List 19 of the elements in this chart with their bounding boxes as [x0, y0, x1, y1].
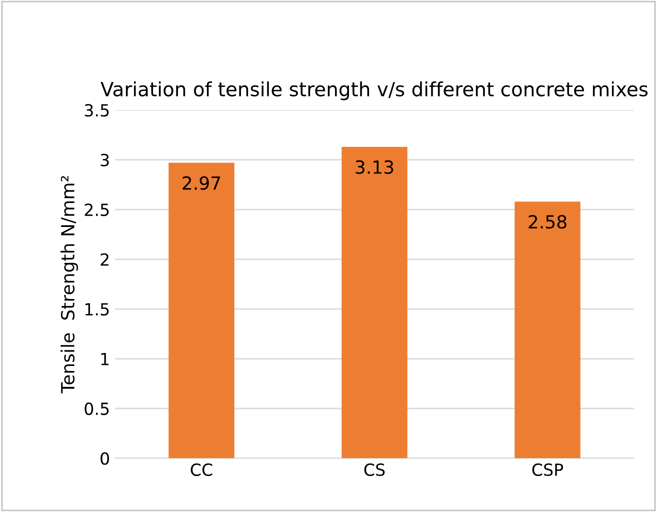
bar: [514, 202, 580, 458]
data-label: 2.97: [182, 176, 220, 190]
y-tick-label: 3: [100, 154, 109, 166]
y-tick-label: 0.5: [84, 402, 109, 416]
bar: [168, 162, 234, 458]
chart-title: Variation of tensile strength v/s different concrete mixes: [100, 81, 648, 100]
y-tick-label: 2: [100, 253, 108, 266]
x-tick-label: CSP: [532, 463, 564, 476]
x-tick-label: CC: [190, 463, 212, 476]
data-label: 2.58: [528, 214, 566, 229]
y-tick-label: 1: [101, 352, 109, 366]
y-tick-label: 1.5: [85, 303, 109, 316]
y-tick-label: 2.5: [84, 204, 109, 216]
y-tick-label: 0: [100, 452, 110, 465]
y-axis-title: Tensile Strength N/mm²: [60, 176, 78, 394]
y-tick-label: 3.5: [84, 104, 109, 117]
data-label: 3.13: [356, 160, 394, 174]
bar: [342, 146, 408, 458]
x-tick-label: CS: [364, 463, 385, 476]
